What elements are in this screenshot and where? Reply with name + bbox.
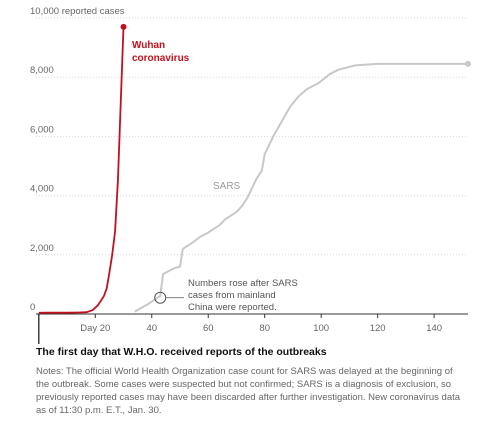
x-axis: Day 20 40 60 80 100 120 140 [36,313,468,344]
series-labels: Wuhan coronavirus SARS [132,40,241,192]
y-tick-label: 0 [30,302,35,313]
gridlines [36,17,468,256]
x-tick-label: Day 20 [80,323,110,334]
x-tick-label: 140 [426,323,442,334]
y-axis-tick-labels: 0 2,000 4,000 6,000 8,000 10,000 reported cas… [30,6,125,313]
sars-label: SARS [213,181,241,192]
y-tick-label: 8,000 [30,65,54,76]
x-tick-label: 80 [259,323,270,334]
x-tick-label: 100 [313,323,329,334]
wuhan-coronavirus-line [38,26,125,314]
chart-notes: Notes: The official World Health Organiz… [36,366,461,416]
annotation-text: Numbers rose after SARS [188,278,298,289]
y-tick-label: 6,000 [30,124,54,135]
x-tick-label: 120 [370,323,386,334]
annotation-circle [154,291,167,304]
y-tick-label: 2,000 [30,243,54,254]
y-tick-label: 10,000 reported cases [30,6,125,17]
x-tick-label: 60 [203,323,214,334]
chart: 0 2,000 4,000 6,000 8,000 10,000 reported cas… [30,6,471,344]
wuhan-label: Wuhan [132,40,165,51]
wuhan-coronavirus-end-dot [120,23,127,30]
annotation-text: China were reported. [188,302,277,313]
series-lines [38,23,471,314]
sars-end-dot [465,60,471,67]
chart-caption: The first day that W.H.O. received repor… [36,346,327,358]
sars-line [134,62,468,313]
wuhan-label: coronavirus [132,53,190,64]
annotation-text: cases from mainland [188,290,276,301]
y-tick-label: 4,000 [30,184,54,195]
x-tick-label: 40 [146,323,157,334]
